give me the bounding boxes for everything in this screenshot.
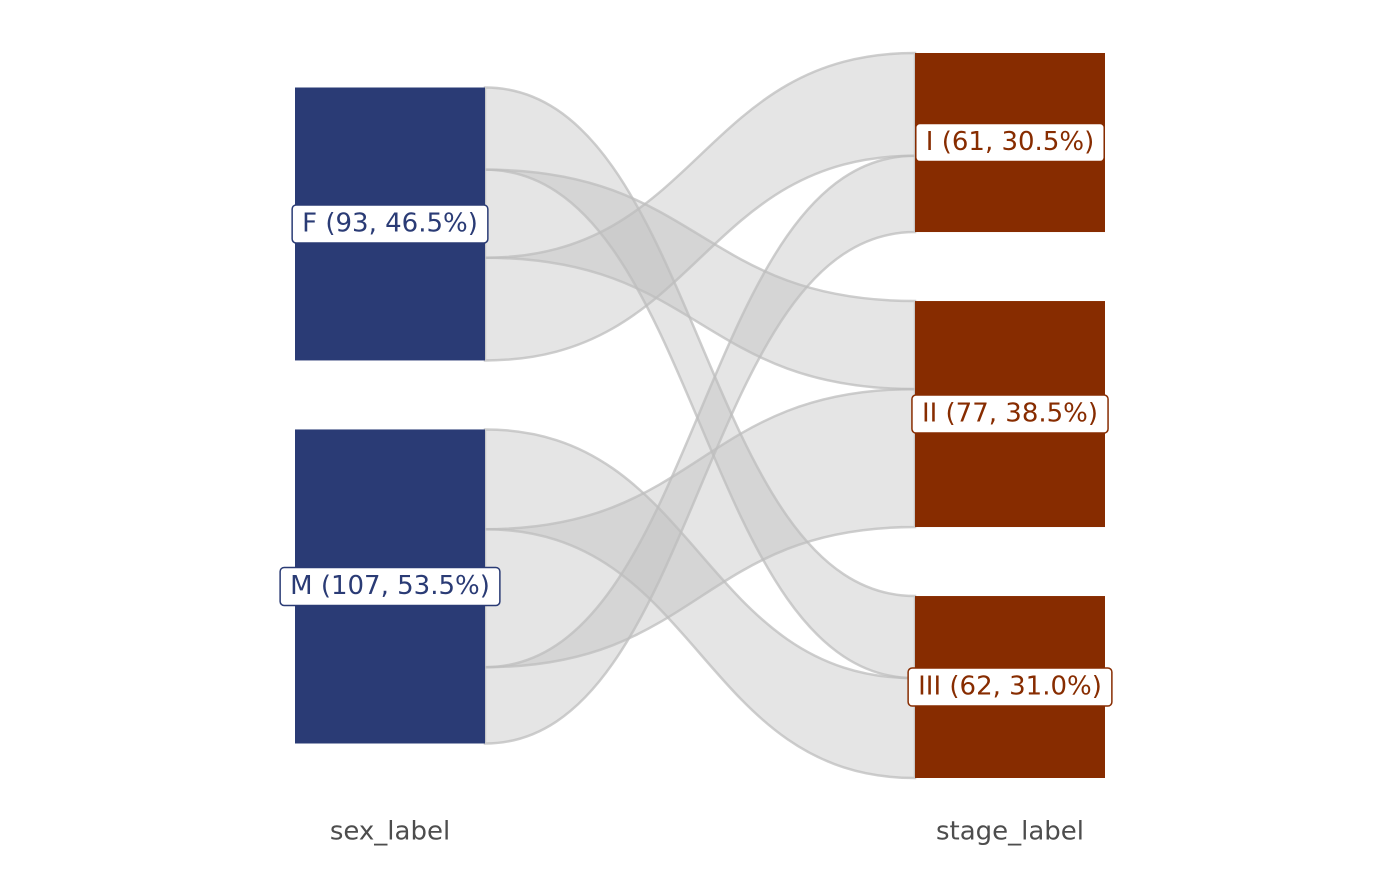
label-box bbox=[291, 204, 489, 244]
label-box bbox=[907, 667, 1113, 707]
node-label-text: II (77, 38.5%) bbox=[922, 399, 1098, 429]
node-label: F (93, 46.5%) bbox=[291, 204, 489, 244]
node-label-text: III (62, 31.0%) bbox=[918, 672, 1102, 702]
node-label-text: M (107, 53.5%) bbox=[290, 571, 490, 601]
node-label: II (77, 38.5%) bbox=[911, 394, 1109, 434]
node-label: M (107, 53.5%) bbox=[279, 566, 501, 607]
node-label-text: I (61, 30.5%) bbox=[926, 127, 1094, 157]
label-box bbox=[279, 566, 501, 607]
node-label: III (62, 31.0%) bbox=[907, 667, 1113, 707]
axis-label: stage_label bbox=[936, 817, 1084, 847]
node-label-text: F (93, 46.5%) bbox=[302, 208, 478, 238]
label-box bbox=[911, 394, 1109, 434]
label-box bbox=[915, 122, 1105, 163]
node-label: I (61, 30.5%) bbox=[915, 122, 1105, 163]
axis-label: sex_label bbox=[330, 817, 450, 847]
